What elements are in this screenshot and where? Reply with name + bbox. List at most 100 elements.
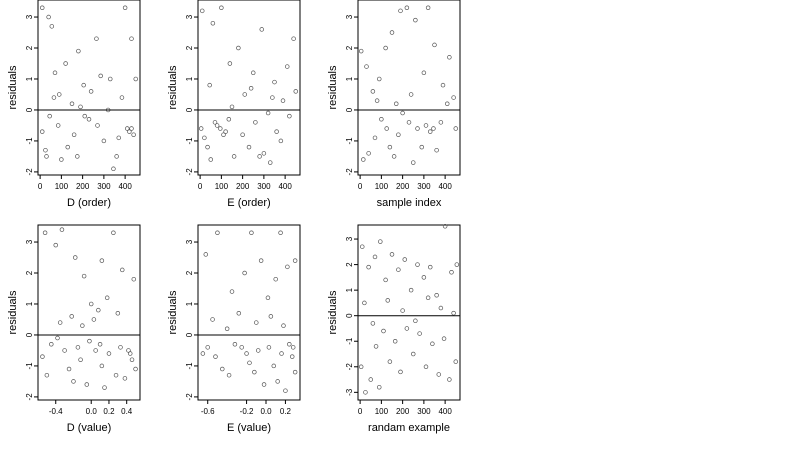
data-point: [247, 360, 252, 366]
data-point: [432, 42, 437, 48]
data-point: [236, 311, 242, 316]
data-point: [202, 135, 207, 141]
data-point: [406, 120, 412, 125]
data-point: [428, 129, 433, 134]
data-point: [39, 129, 45, 134]
data-point: [87, 338, 92, 344]
y-tick-label: 3: [185, 14, 194, 19]
chart-panel-4: -0.4 0.0 0.2 0.4 -2 -1 0 1 2 3 D (value) residuals: [7, 224, 141, 434]
data-point: [240, 132, 245, 137]
data-point: [249, 230, 254, 235]
data-point: [224, 326, 230, 332]
data-point: [44, 154, 49, 159]
y-tick-label: 2: [345, 262, 354, 267]
data-point: [80, 323, 85, 328]
x-tick-label: 0.2: [103, 407, 115, 416]
data-point: [99, 363, 105, 369]
data-point: [377, 76, 382, 82]
data-point: [408, 287, 414, 293]
data-point: [279, 351, 284, 356]
y-tick-label: 2: [185, 45, 194, 50]
data-point: [377, 384, 382, 390]
data-point: [65, 144, 70, 150]
y-tick-label: -3: [345, 388, 354, 396]
x-tick-label: 0.4: [121, 407, 133, 416]
plot-frame: [357, 224, 461, 401]
data-point: [447, 55, 452, 60]
data-point: [106, 351, 112, 356]
y-tick-label: 0: [345, 313, 354, 318]
data-point: [111, 166, 116, 172]
data-point: [71, 132, 77, 137]
x-tick-label: -0.4: [49, 407, 63, 416]
data-point: [129, 36, 134, 41]
data-point: [271, 363, 277, 369]
data-point: [88, 301, 94, 307]
y-tick-label: -2: [345, 168, 354, 176]
x-tick-label: 300: [417, 407, 431, 416]
x-tick-label: 0: [358, 407, 363, 416]
data-point: [96, 307, 101, 313]
data-point: [372, 135, 378, 141]
data-point: [254, 320, 259, 325]
data-point: [101, 138, 107, 144]
data-point: [285, 264, 290, 270]
data-point: [78, 357, 83, 362]
data-point: [270, 95, 275, 100]
y-tick-label: -1: [25, 362, 34, 370]
data-point: [88, 89, 94, 94]
data-point: [438, 120, 444, 125]
data-point: [368, 377, 374, 382]
data-point: [275, 379, 280, 384]
data-point: [213, 354, 218, 359]
data-point: [358, 48, 364, 54]
data-point: [114, 154, 119, 159]
data-point: [392, 338, 398, 344]
data-point: [289, 354, 295, 359]
data-point: [118, 345, 123, 350]
data-point: [207, 82, 212, 88]
data-point: [287, 113, 292, 119]
y-tick-label: 3: [185, 239, 194, 244]
data-point: [383, 277, 388, 283]
data-point: [113, 372, 119, 378]
y-tick-label: 3: [345, 236, 354, 241]
data-point: [389, 252, 395, 257]
data-point: [272, 79, 277, 85]
data-point: [205, 345, 210, 350]
data-point: [370, 89, 376, 94]
data-point: [59, 157, 64, 162]
y-tick-label: 0: [345, 107, 354, 112]
data-point: [232, 341, 238, 347]
data-point: [210, 20, 216, 26]
data-point: [280, 98, 286, 103]
data-point: [133, 366, 138, 372]
x-tick-label: 100: [375, 182, 389, 191]
data-point: [69, 314, 74, 319]
data-point: [63, 61, 68, 66]
data-point: [97, 341, 103, 347]
data-point: [119, 95, 125, 100]
data-point: [415, 126, 420, 131]
data-point: [226, 372, 232, 378]
data-point: [124, 126, 130, 131]
y-tick-label: -1: [185, 137, 194, 145]
data-point: [84, 382, 90, 387]
data-point: [259, 27, 265, 32]
data-point: [244, 351, 249, 356]
plot-frame: [37, 224, 141, 401]
data-point: [221, 132, 226, 137]
data-point: [261, 151, 267, 156]
y-tick-label: -1: [345, 137, 354, 145]
data-point: [360, 244, 365, 249]
data-point: [428, 264, 433, 270]
y-tick-label: -2: [25, 393, 34, 401]
y-tick-label: 3: [345, 14, 354, 19]
data-point: [81, 82, 86, 88]
data-point: [453, 126, 459, 131]
data-point: [122, 5, 128, 10]
chart-panel-2: 0 100 200 300 400 -2 -1 0 1 2 3 E (order) residuals: [167, 0, 301, 209]
data-point: [91, 317, 97, 322]
data-point: [278, 230, 283, 235]
